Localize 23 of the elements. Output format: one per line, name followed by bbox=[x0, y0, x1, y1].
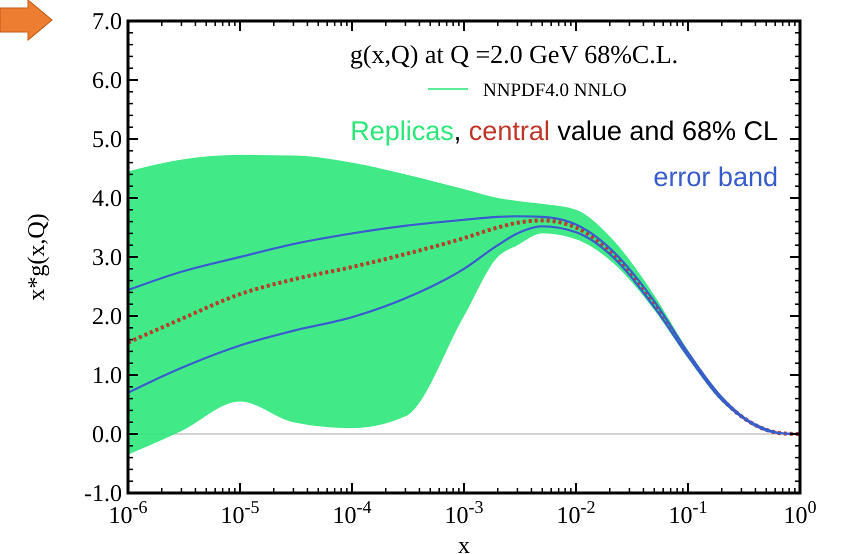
y-axis-title: x*g(x,Q) bbox=[24, 213, 50, 301]
y-tick-label: 1.0 bbox=[92, 363, 122, 389]
annotation: Replicas bbox=[350, 116, 454, 146]
annotation: error band bbox=[653, 162, 778, 192]
annotation: central bbox=[468, 116, 550, 146]
y-tick-label: 6.0 bbox=[92, 68, 122, 94]
x-axis-title: x bbox=[458, 533, 470, 554]
y-tick-label: 7.0 bbox=[92, 9, 122, 35]
y-tick-label: 5.0 bbox=[92, 127, 122, 153]
annotation: , bbox=[454, 116, 469, 146]
y-tick-label: 0.0 bbox=[92, 422, 122, 448]
annotation: value and 68% CL bbox=[550, 116, 778, 146]
x-tick-label: 10$^{-3}$ bbox=[444, 497, 484, 529]
y-tick-label: 4.0 bbox=[92, 186, 122, 212]
x-tick-label: 10$^{-2}$ bbox=[556, 497, 596, 529]
legend-label: NNPDF4.0 NNLO bbox=[483, 80, 627, 101]
x-tick-label: 10$^{0}$ bbox=[784, 497, 816, 529]
y-tick-label: 2.0 bbox=[92, 304, 122, 330]
text: g(x,Q) at Q =2.0 GeV 68%C.L. bbox=[350, 40, 678, 69]
x-tick-label: 10$^{-5}$ bbox=[220, 497, 260, 529]
x-tick-label: 10$^{-1}$ bbox=[668, 497, 708, 529]
x-tick-label: 10$^{-4}$ bbox=[332, 497, 372, 529]
y-tick-label: 3.0 bbox=[92, 245, 122, 271]
